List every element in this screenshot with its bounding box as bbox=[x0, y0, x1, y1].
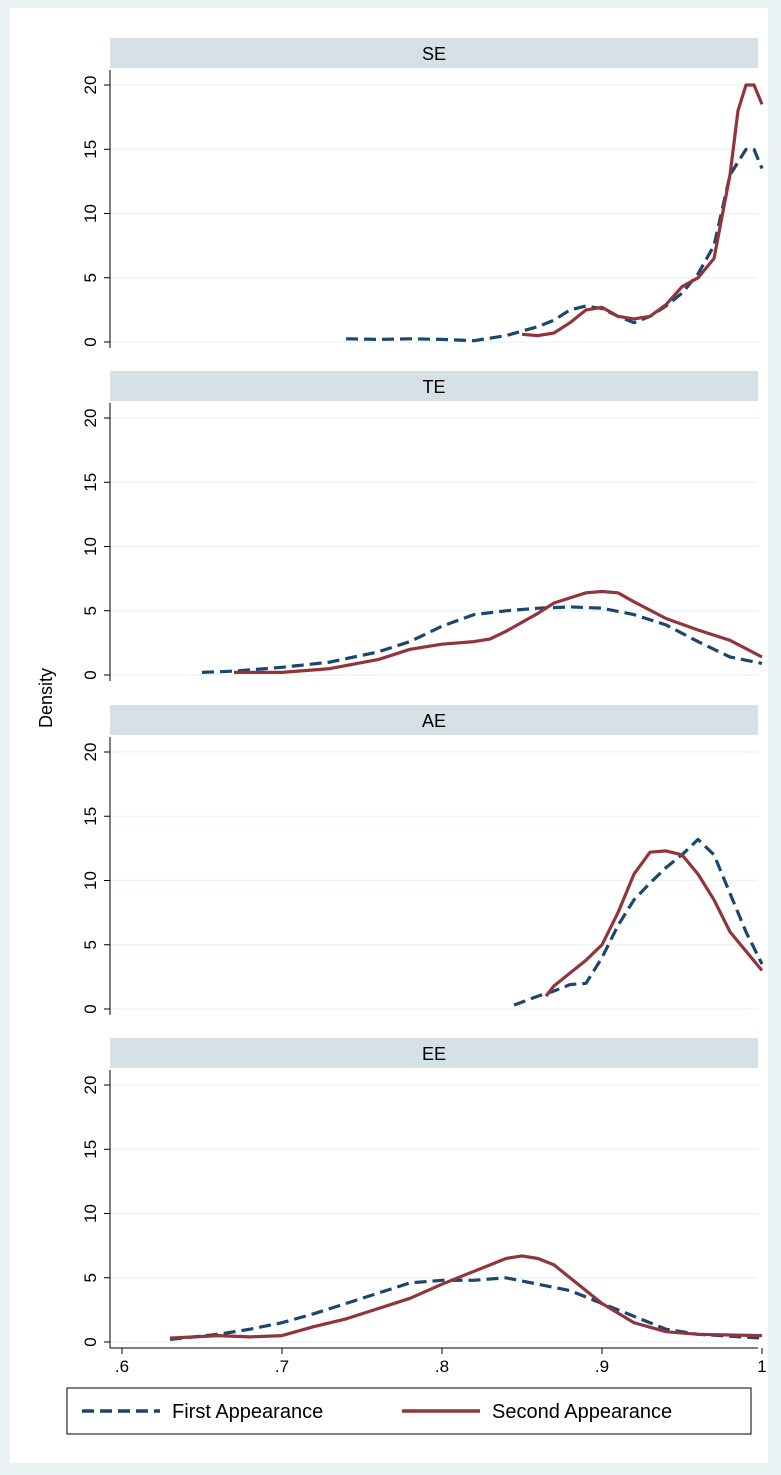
y-tick-label: 15 bbox=[81, 140, 100, 159]
y-tick-label: 5 bbox=[81, 940, 100, 949]
x-tick-label: .6 bbox=[115, 1357, 129, 1376]
y-tick-label: 20 bbox=[81, 1076, 100, 1095]
series-first-appearance-ae bbox=[513, 837, 764, 1007]
x-tick-label: 1 bbox=[757, 1357, 766, 1376]
y-tick-label: 15 bbox=[81, 473, 100, 492]
panel-label-se: SE bbox=[422, 44, 446, 64]
panel-strip-se bbox=[110, 38, 758, 68]
panel-label-te: TE bbox=[422, 377, 445, 397]
y-tick-label: 20 bbox=[81, 743, 100, 762]
y-tick-label: 5 bbox=[81, 273, 100, 282]
x-tick-label: .9 bbox=[595, 1357, 609, 1376]
y-tick-label: 5 bbox=[81, 606, 100, 615]
panel-label-ee: EE bbox=[422, 1044, 446, 1064]
series-second-appearance-te bbox=[234, 589, 763, 674]
panel-label-ae: AE bbox=[422, 711, 446, 731]
figure: SE 0 5 10 15 20 TE 0 5 10 15 20 AE 0 5 10 15 20 EE 0 5 10 15 20… bbox=[10, 8, 768, 1463]
y-tick-label: 10 bbox=[81, 1204, 100, 1223]
y-tick-label: 0 bbox=[81, 337, 100, 346]
series-second-appearance-se bbox=[521, 83, 764, 338]
y-tick-label: 0 bbox=[81, 670, 100, 679]
y-tick-label: 15 bbox=[81, 807, 100, 826]
x-tick-label: .8 bbox=[435, 1357, 449, 1376]
y-tick-label: 0 bbox=[81, 1337, 100, 1346]
series-second-appearance-ae bbox=[544, 849, 764, 998]
y-tick-label: 20 bbox=[81, 409, 100, 428]
legend-label-second-appearance: Second Appearance bbox=[492, 1401, 672, 1423]
y-tick-label: 10 bbox=[81, 537, 100, 556]
series-first-appearance-te bbox=[201, 605, 763, 674]
panel-strip-ee bbox=[110, 1038, 758, 1068]
panel-strip-ae bbox=[110, 705, 758, 735]
series-second-appearance-ee bbox=[169, 1254, 763, 1340]
y-tick-label: 10 bbox=[81, 204, 100, 223]
panel-strip-te bbox=[110, 371, 758, 401]
series-first-appearance-se bbox=[345, 147, 764, 343]
density-chart: SE 0 5 10 15 20 TE 0 5 10 15 20 AE 0 5 10 15 20 EE 0 5 10 15 20… bbox=[36, 38, 767, 1435]
legend-box bbox=[66, 1387, 752, 1435]
y-tick-label: 10 bbox=[81, 871, 100, 890]
series-first-appearance-ee bbox=[169, 1276, 763, 1341]
y-tick-label: 20 bbox=[81, 76, 100, 95]
legend-label-first-appearance: First Appearance bbox=[172, 1401, 323, 1423]
y-tick-label: 5 bbox=[81, 1273, 100, 1282]
y-axis-title: Density bbox=[36, 668, 56, 728]
y-tick-label: 0 bbox=[81, 1004, 100, 1013]
y-tick-label: 15 bbox=[81, 1140, 100, 1159]
x-tick-label: .7 bbox=[275, 1357, 289, 1376]
